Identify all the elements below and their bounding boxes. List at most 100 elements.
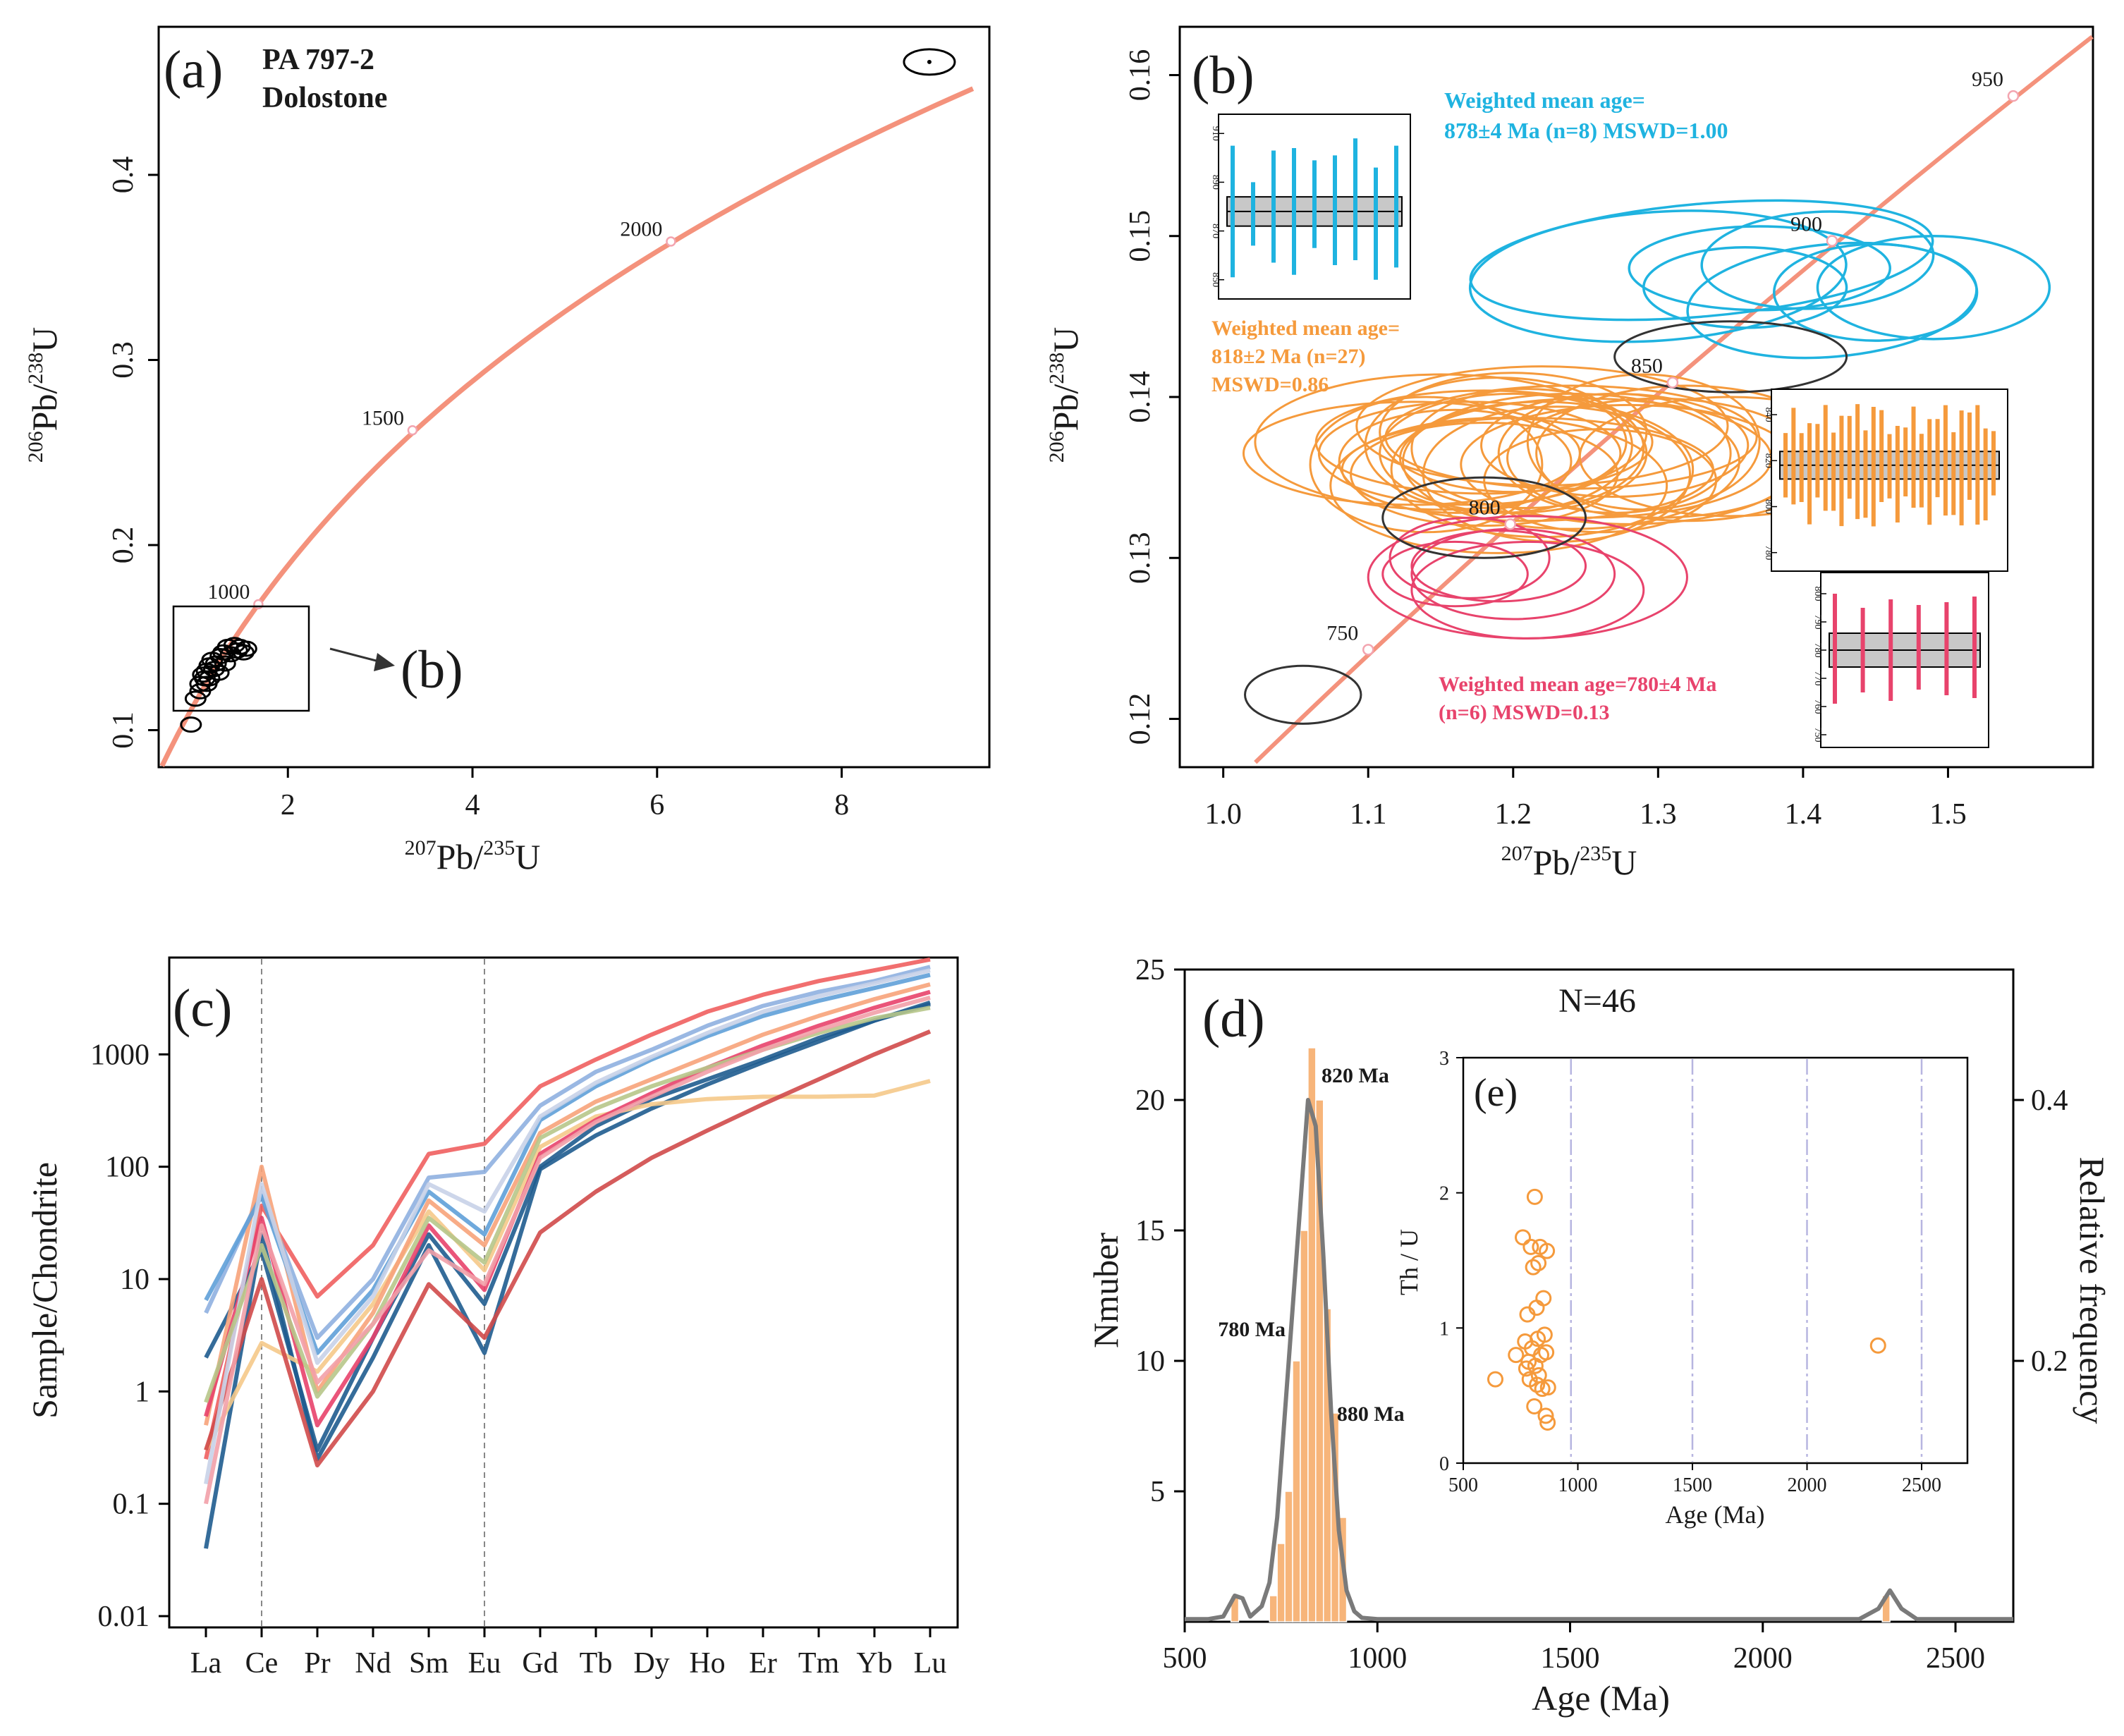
ree-pattern-line	[204, 989, 931, 1428]
orange-ellipse	[1317, 401, 1622, 506]
red-annotation-line1: Weighted mean age=780±4 Ma	[1439, 673, 1716, 696]
orange-ellipse	[1483, 428, 1718, 534]
inset-orange-tick-label: 820	[1763, 453, 1774, 468]
panel-c-ytick-label: 0.1	[113, 1489, 150, 1521]
ree-pattern-line	[204, 972, 931, 1355]
histogram-bar	[1269, 1595, 1278, 1622]
panel-e-ytick-label: 1	[1439, 1318, 1449, 1340]
panel-e-ytick-label: 3	[1439, 1048, 1449, 1070]
panel-b: (b) 1.0 1.1 1.2 1.3 1.4 1.5 0.12 0.13 0.14 0.15 0.…	[1045, 25, 2094, 882]
ree-pattern-line	[204, 1000, 931, 1453]
panel-c-xtick-label: Lu	[914, 1647, 947, 1680]
panel-e-xtick-label: 2500	[1902, 1474, 1941, 1496]
ree-pattern-line	[204, 968, 931, 1485]
panel-c-xtick-label: Er	[749, 1647, 777, 1680]
th-u-point	[1537, 1407, 1554, 1424]
blue-ellipse	[1468, 209, 1848, 343]
panel-b-xtick-label: 1.0	[1204, 798, 1242, 831]
blue-ellipse	[1642, 245, 1848, 329]
th-u-point	[1539, 1414, 1556, 1431]
zircon-ellipse	[235, 640, 257, 657]
panel-c: (c) La Ce Pr Nd Sm Eu Gd Tb Dy Ho Er Tm Yb Lu 0.01 0.1 1…	[25, 956, 959, 1680]
panel-d-ytick-label: 15	[1135, 1215, 1165, 1247]
orange-ellipse	[1410, 388, 1645, 509]
orange-ellipse	[1497, 392, 1732, 514]
red-annotation-line2: (n=6) MSWD=0.13	[1439, 701, 1610, 724]
panel-a-xtick-label: 8	[834, 789, 849, 821]
th-u-point	[1508, 1347, 1525, 1364]
th-u-point	[1487, 1371, 1503, 1388]
panel-a-xtick-label: 2	[281, 789, 295, 821]
ree-pattern-line	[204, 1005, 931, 1403]
panel-b-ytick-label: 0.15	[1124, 210, 1156, 262]
red-ellipse	[1410, 529, 1587, 603]
panel-e-label: (e)	[1474, 1071, 1518, 1115]
peak-label-880: 880 Ma	[1337, 1402, 1405, 1426]
panel-c-label: (c)	[173, 979, 232, 1038]
th-u-point	[1522, 1238, 1539, 1255]
panel-a-ytick-label: 0.4	[107, 157, 140, 194]
th-u-point	[1535, 1290, 1552, 1307]
panel-d-frame	[1183, 968, 2015, 1623]
concordia-curve	[159, 86, 975, 767]
panel-a-xtick-label: 6	[649, 789, 664, 821]
orange-ellipse	[1254, 373, 1628, 511]
panel-e-xlabel: Age (Ma)	[1666, 1500, 1765, 1529]
panel-d-xtick-label: 500	[1163, 1642, 1207, 1675]
panel-d-ylabel-right: Relative frequency	[2073, 1157, 2112, 1424]
panel-c-ytick-label: 10	[120, 1264, 149, 1296]
ree-pattern-line	[204, 1079, 931, 1451]
panel-c-xtick-label: Nd	[355, 1647, 391, 1680]
panel-d-ytick-label: 25	[1135, 954, 1165, 986]
panel-c-xtick-label: Ho	[689, 1647, 725, 1680]
th-u-point	[1539, 1379, 1556, 1396]
ree-pattern-line	[204, 1002, 931, 1549]
concordia-age-label: 900	[1790, 213, 1822, 236]
panel-c-xtick-label: Sm	[409, 1647, 448, 1680]
inset-blue-tick-label: 870	[1210, 224, 1221, 238]
histogram-bar	[1292, 1360, 1301, 1622]
panel-c-xtick-label: Yb	[856, 1647, 892, 1680]
orange-annotation-title: Weighted mean age=	[1211, 317, 1400, 340]
histogram-bar	[1284, 1491, 1293, 1622]
panel-c-ytick-label: 100	[105, 1151, 149, 1184]
inset-blue-tick-label: 850	[1210, 272, 1221, 287]
panel-c-xtick-label: La	[190, 1647, 222, 1680]
panel-b-ytick-label: 0.14	[1124, 371, 1156, 423]
inset-red-tick-label: 750	[1812, 728, 1823, 742]
orange-ellipse	[1422, 405, 1692, 543]
panel-e-xtick-label: 500	[1448, 1474, 1478, 1496]
th-u-point	[1536, 1326, 1553, 1343]
blue-ellipse	[1816, 234, 2051, 341]
inset-red-tick-label: 790	[1812, 615, 1823, 630]
red-ellipse	[1367, 515, 1688, 640]
panel-b-ytick-label: 0.16	[1124, 49, 1156, 102]
orange-annotation-line3: MSWD=0.86	[1211, 373, 1329, 396]
zircon-ellipse	[214, 655, 236, 672]
blue-ellipse	[1700, 210, 1935, 310]
concordia-age-label: 800	[1469, 496, 1501, 519]
inset-orange-tick-label: 780	[1763, 545, 1774, 560]
concordia-age-label: 950	[1972, 68, 2003, 91]
inset-red-tick-label: 760	[1812, 699, 1823, 714]
outlier-ellipse	[903, 48, 956, 76]
concordia-age-label: 1500	[362, 406, 404, 429]
panel-e-ytick-label: 0	[1439, 1453, 1449, 1475]
panel-b-xtick-label: 1.2	[1495, 798, 1532, 831]
orange-ellipse	[1402, 392, 1740, 530]
panel-b-xtick-label: 1.4	[1785, 798, 1822, 831]
orange-ellipse	[1364, 377, 1633, 514]
concordia-curve-zoom	[1254, 35, 2094, 764]
th-u-point	[1539, 1242, 1556, 1259]
outlier-center	[927, 59, 932, 64]
th-u-point	[1515, 1229, 1531, 1246]
panel-a-zoom-box	[172, 605, 310, 712]
histogram-bar	[1276, 1543, 1286, 1622]
dark-ellipse	[1381, 476, 1587, 559]
ree-pattern-line	[204, 995, 931, 1505]
inset-blue-tick-label: 910	[1210, 126, 1221, 141]
peak-label-780: 780 Ma	[1218, 1318, 1286, 1341]
th-u-point	[1526, 1398, 1543, 1414]
concordia-age-label: 1000	[207, 580, 250, 604]
